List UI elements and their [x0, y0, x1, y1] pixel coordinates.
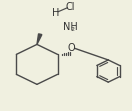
Text: O: O: [67, 43, 75, 53]
Text: NH: NH: [63, 22, 78, 32]
Text: H: H: [52, 8, 59, 18]
Text: 2: 2: [71, 27, 75, 32]
Polygon shape: [37, 34, 42, 44]
Text: Cl: Cl: [65, 2, 75, 12]
